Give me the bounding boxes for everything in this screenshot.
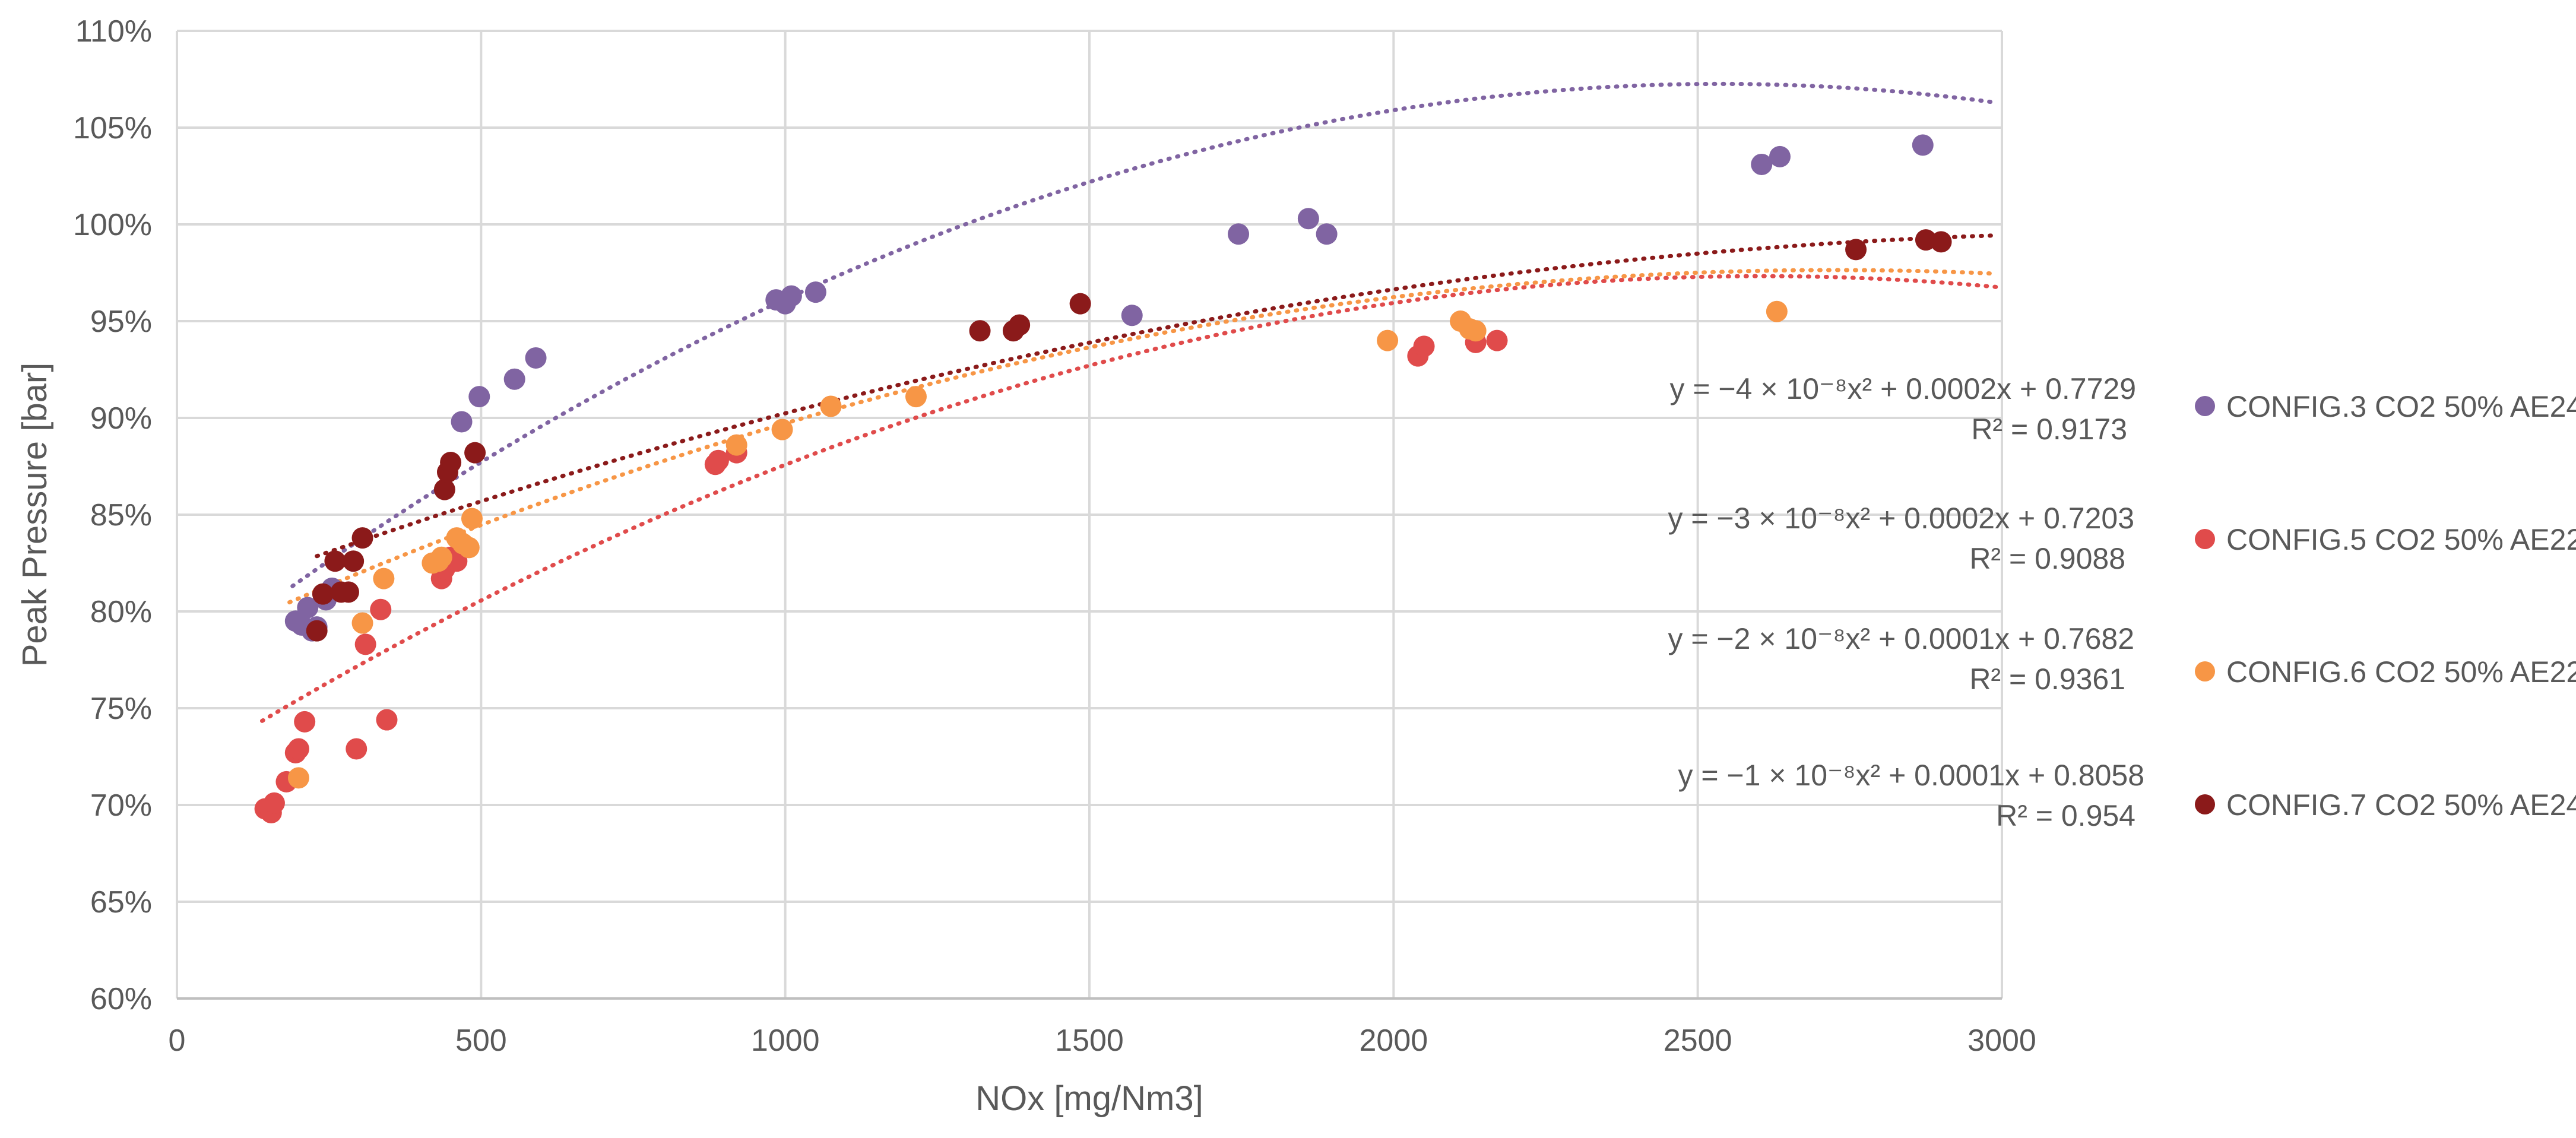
- data-point: [433, 478, 455, 500]
- trendline: [290, 81, 1998, 588]
- x-tick-label: 2000: [1359, 1023, 1428, 1058]
- data-point: [451, 411, 473, 433]
- trendlines: [260, 81, 2004, 723]
- data-point: [1121, 305, 1143, 326]
- data-point: [346, 738, 367, 760]
- x-tick-label: 1000: [751, 1023, 820, 1058]
- trendline: [315, 233, 1998, 559]
- data-point: [707, 449, 729, 471]
- data-point: [1228, 223, 1250, 245]
- y-axis-ticks: 60% 65% 70% 75% 80% 85% 90% 95% 100% 105% 110%: [73, 14, 152, 1016]
- data-point: [458, 537, 480, 559]
- data-point: [1930, 231, 1952, 253]
- trendline-equation: y = −3 × 10⁻⁸x² + 0.0002x + 0.7203: [1668, 502, 2134, 535]
- data-point: [1069, 293, 1091, 315]
- data-point: [306, 620, 328, 642]
- data-point: [324, 550, 346, 572]
- legend: CONFIG.3 CO2 50% AE24 CONFIG.5 CO2 50% AE…: [2195, 390, 2576, 822]
- trendline: [260, 274, 2004, 723]
- x-tick-label: 3000: [1967, 1023, 2036, 1058]
- y-tick-label: 100%: [73, 208, 152, 242]
- trendline-r2: R² = 0.9173: [1971, 413, 2127, 446]
- data-point: [771, 419, 793, 440]
- x-axis-title: NOx [mg/Nm3]: [975, 1079, 1203, 1118]
- data-point: [287, 738, 309, 760]
- data-point: [804, 281, 826, 303]
- data-point: [312, 583, 334, 605]
- data-point: [337, 581, 359, 603]
- data-point: [820, 395, 842, 417]
- legend-marker: [2195, 661, 2215, 681]
- data-point: [1377, 329, 1399, 351]
- trendline-r2: R² = 0.9361: [1969, 662, 2125, 696]
- data-point: [503, 368, 525, 390]
- data-points: [254, 134, 1952, 824]
- y-tick-label: 65%: [90, 885, 152, 920]
- data-point: [1297, 208, 1319, 230]
- y-tick-label: 60%: [90, 982, 152, 1016]
- y-tick-label: 85%: [90, 498, 152, 532]
- trendline-equations: y = −4 × 10⁻⁸x² + 0.0002x + 0.7729 R² = 0…: [1668, 372, 2144, 832]
- data-point: [461, 508, 483, 530]
- trendline: [287, 268, 1995, 605]
- data-point: [373, 568, 395, 589]
- legend-label: CONFIG.3 CO2 50% AE24: [2226, 390, 2576, 423]
- legend-label: CONFIG.6 CO2 50% AE22: [2226, 655, 2576, 689]
- data-point: [1751, 153, 1773, 175]
- trendline-r2: R² = 0.954: [1996, 799, 2135, 832]
- data-point: [1413, 335, 1435, 357]
- data-point: [780, 285, 802, 307]
- data-point: [525, 347, 547, 369]
- data-point: [263, 792, 285, 814]
- trendline-r2: R² = 0.9088: [1969, 542, 2125, 575]
- legend-marker: [2195, 529, 2215, 549]
- trendline-equation: y = −1 × 10⁻⁸x² + 0.0001x + 0.8058: [1678, 759, 2144, 792]
- y-tick-label: 80%: [90, 595, 152, 629]
- data-point: [464, 442, 486, 464]
- data-point: [725, 434, 747, 456]
- data-point: [1769, 145, 1791, 167]
- y-tick-label: 70%: [90, 788, 152, 823]
- data-point: [1766, 300, 1788, 322]
- x-tick-label: 0: [169, 1023, 186, 1058]
- legend-marker: [2195, 396, 2215, 416]
- y-tick-label: 95%: [90, 305, 152, 339]
- legend-label: CONFIG.5 CO2 50% AE22: [2226, 523, 2576, 556]
- data-point: [343, 550, 365, 572]
- data-point: [370, 598, 392, 620]
- data-point: [905, 386, 927, 408]
- legend-marker: [2195, 794, 2215, 814]
- data-point: [354, 633, 376, 655]
- data-point: [430, 546, 452, 568]
- data-point: [351, 527, 373, 549]
- data-point: [1912, 134, 1934, 156]
- x-tick-label: 2500: [1664, 1023, 1732, 1058]
- data-point: [440, 451, 462, 473]
- data-point: [297, 597, 319, 619]
- x-axis-ticks: 0 500 1000 1500 2000 2500 3000: [169, 1023, 2036, 1058]
- data-point: [1486, 329, 1508, 351]
- y-tick-label: 110%: [75, 14, 152, 49]
- y-tick-label: 105%: [73, 111, 152, 145]
- y-axis-title: Peak Pressure [bar]: [15, 363, 54, 667]
- x-tick-label: 500: [455, 1023, 507, 1058]
- trendline-equation: y = −2 × 10⁻⁸x² + 0.0001x + 0.7682: [1668, 622, 2134, 655]
- data-point: [376, 709, 398, 731]
- data-point: [969, 320, 991, 342]
- data-point: [351, 612, 373, 634]
- y-tick-label: 90%: [90, 401, 152, 436]
- data-point: [294, 711, 316, 733]
- y-tick-label: 75%: [90, 692, 152, 726]
- data-point: [1465, 320, 1487, 342]
- data-point: [1316, 223, 1338, 245]
- x-tick-label: 1500: [1055, 1023, 1124, 1058]
- trendline-equation: y = −4 × 10⁻⁸x² + 0.0002x + 0.7729: [1669, 372, 2136, 405]
- data-point: [468, 386, 490, 408]
- data-point: [1845, 239, 1867, 261]
- data-point: [287, 767, 309, 789]
- data-point: [1009, 314, 1031, 336]
- legend-label: CONFIG.7 CO2 50% AE24: [2226, 788, 2576, 822]
